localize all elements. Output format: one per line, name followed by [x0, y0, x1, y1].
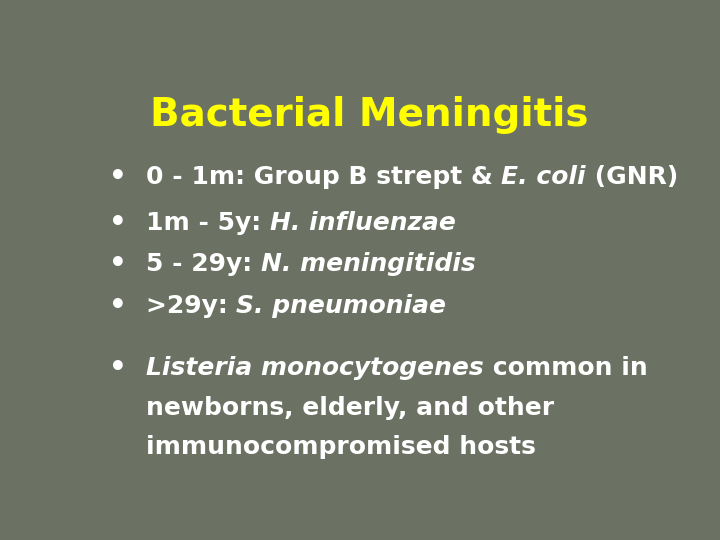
Text: Bacterial Meningitis: Bacterial Meningitis — [150, 96, 588, 134]
Text: newborns, elderly, and other: newborns, elderly, and other — [145, 396, 554, 420]
Text: H. influenzae: H. influenzae — [270, 211, 456, 235]
Text: 1m - 5y:: 1m - 5y: — [145, 211, 270, 235]
Text: Listeria monocytogenes: Listeria monocytogenes — [145, 356, 484, 380]
Text: •: • — [109, 354, 127, 382]
Text: common in: common in — [484, 356, 647, 380]
FancyBboxPatch shape — [76, 55, 662, 491]
Text: •: • — [109, 163, 127, 191]
Text: 5 - 29y:: 5 - 29y: — [145, 252, 261, 276]
Text: S. pneumoniae: S. pneumoniae — [236, 294, 446, 318]
Text: 0 - 1m: Group B strept &: 0 - 1m: Group B strept & — [145, 165, 501, 189]
Text: •: • — [109, 251, 127, 279]
Text: E. coli: E. coli — [501, 165, 586, 189]
Text: •: • — [109, 292, 127, 320]
Text: >29y:: >29y: — [145, 294, 236, 318]
Text: •: • — [109, 209, 127, 237]
Text: immunocompromised hosts: immunocompromised hosts — [145, 435, 536, 460]
Text: N. meningitidis: N. meningitidis — [261, 252, 475, 276]
Text: (GNR): (GNR) — [586, 165, 678, 189]
